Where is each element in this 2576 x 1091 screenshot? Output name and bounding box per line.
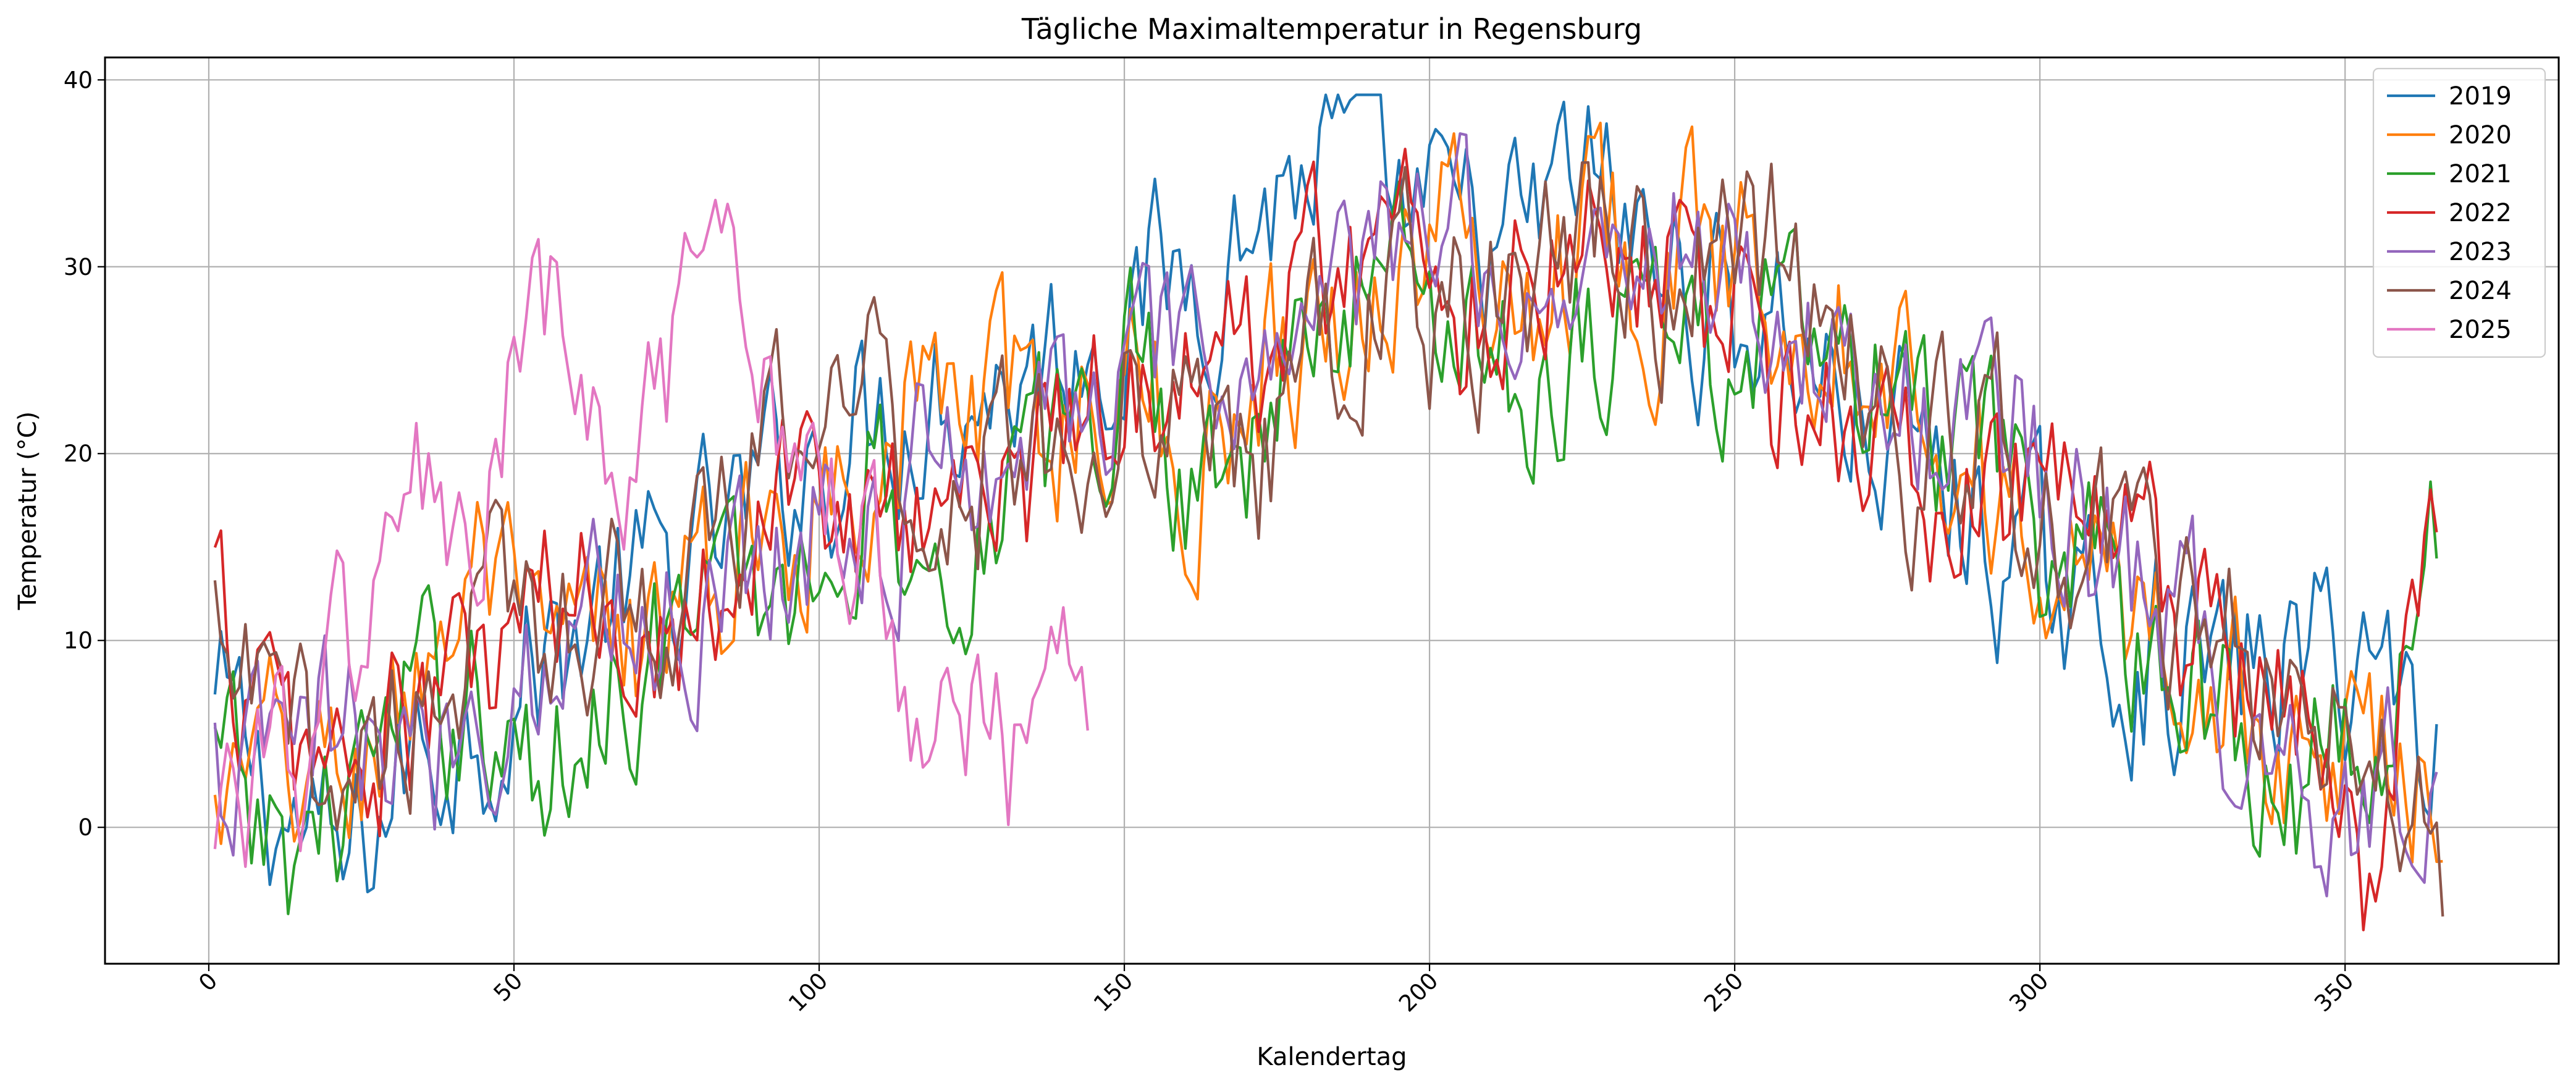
plot-frame bbox=[104, 56, 2560, 965]
y-tick-label: 0 bbox=[78, 814, 93, 841]
legend-label-2020: 2020 bbox=[2449, 121, 2512, 150]
legend-label-2019: 2019 bbox=[2449, 82, 2512, 111]
series-lines bbox=[213, 93, 2444, 932]
legend-label-2025: 2025 bbox=[2449, 316, 2512, 344]
y-tick-label: 30 bbox=[64, 254, 93, 280]
x-axis-label: Kalendertag bbox=[1256, 1043, 1407, 1071]
legend: 2019 2020 2021 2022 2023 2024 2025 bbox=[2372, 67, 2546, 358]
legend-label-2023: 2023 bbox=[2449, 238, 2512, 266]
y-tick-label: 20 bbox=[64, 440, 93, 467]
y-tick-label: 10 bbox=[64, 628, 93, 654]
chart-title: Tägliche Maximaltemperatur in Regensburg bbox=[1021, 12, 1642, 46]
series-line-2022 bbox=[213, 148, 2438, 932]
series-line-2019 bbox=[213, 93, 2438, 894]
y-axis-label: Temperatur (°C) bbox=[14, 411, 42, 611]
series-line-2024 bbox=[213, 161, 2444, 917]
legend-label-2022: 2022 bbox=[2449, 199, 2512, 227]
legend-label-2024: 2024 bbox=[2449, 277, 2512, 305]
legend-label-2021: 2021 bbox=[2449, 160, 2512, 188]
y-tick-label: 40 bbox=[64, 67, 93, 93]
series-line-2025 bbox=[213, 198, 1089, 868]
legend-box bbox=[2372, 67, 2546, 358]
y-axis-ticks: 0 10 20 30 40 bbox=[64, 67, 105, 841]
